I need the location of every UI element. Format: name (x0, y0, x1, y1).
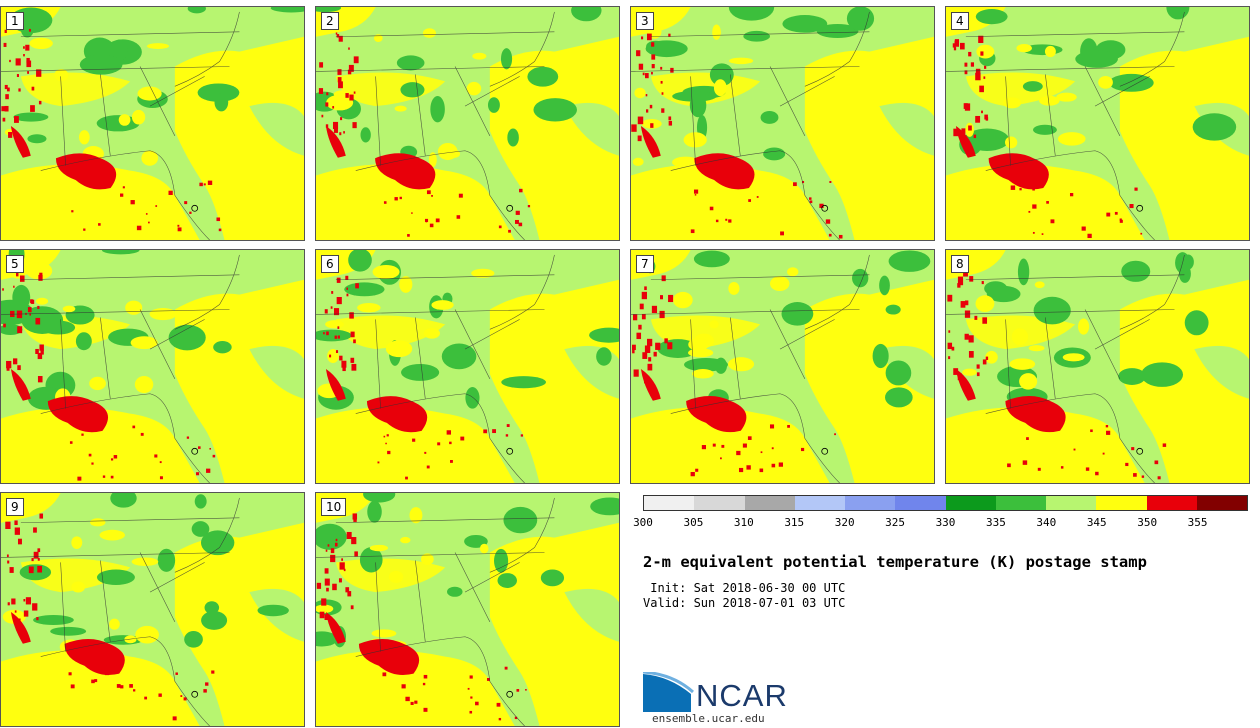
member-number-label: 6 (321, 255, 339, 273)
ensemble-member-map: 6 (315, 249, 620, 484)
logo-url: ensemble.ucar.edu (652, 712, 765, 725)
colorbar-cell (895, 496, 946, 510)
member-number-label: 10 (321, 498, 347, 516)
colorbar-tick-label: 315 (784, 516, 805, 529)
ensemble-member-map: 7 (630, 249, 935, 484)
member-number-label: 4 (951, 12, 969, 30)
ensemble-member-map: 8 (945, 249, 1250, 484)
colorbar-tick-label: 305 (683, 516, 704, 529)
colorbar-cell (1196, 496, 1247, 510)
valid-time: Valid: Sun 2018-07-01 03 UTC (643, 596, 846, 610)
colorbar-cell (644, 496, 695, 510)
colorbar-cell (1096, 496, 1147, 510)
colorbar-cell (1146, 496, 1197, 510)
member-number-label: 1 (6, 12, 24, 30)
colorbar-tick-label: 310 (733, 516, 754, 529)
colorbar-tick-label: 330 (935, 516, 956, 529)
colorbar-tick-label: 340 (1036, 516, 1057, 529)
colorbar-cell (794, 496, 845, 510)
colorbar (643, 495, 1248, 511)
ensemble-member-map: 5 (0, 249, 305, 484)
logo-text: NCAR (696, 678, 788, 713)
member-number-label: 2 (321, 12, 339, 30)
colorbar-cell (744, 496, 795, 510)
ncar-logo-icon (643, 672, 695, 712)
colorbar-tick-label: 320 (834, 516, 855, 529)
init-time: Init: Sat 2018-06-30 00 UTC (643, 581, 846, 595)
colorbar-tick-label: 335 (985, 516, 1006, 529)
colorbar-tick-label: 325 (885, 516, 906, 529)
ensemble-member-map: 4 (945, 6, 1250, 241)
colorbar-cell (845, 496, 896, 510)
colorbar-tick-label: 345 (1086, 516, 1107, 529)
chart-title: 2-m equivalent potential temperature (K)… (643, 553, 1147, 571)
ensemble-member-map: 2 (315, 6, 620, 241)
ensemble-member-map: 10 (315, 492, 620, 727)
ensemble-member-map: 1 (0, 6, 305, 241)
colorbar-tick-label: 300 (633, 516, 653, 529)
member-number-label: 9 (6, 498, 24, 516)
colorbar-cell (1046, 496, 1097, 510)
member-number-label: 5 (6, 255, 24, 273)
colorbar-tick-label: 355 (1187, 516, 1208, 529)
colorbar-cell (694, 496, 745, 510)
colorbar-tick-label: 350 (1137, 516, 1158, 529)
ensemble-member-map: 9 (0, 492, 305, 727)
colorbar-cell (995, 496, 1046, 510)
member-number-label: 8 (951, 255, 969, 273)
ensemble-member-map: 3 (630, 6, 935, 241)
member-number-label: 7 (636, 255, 654, 273)
member-number-label: 3 (636, 12, 654, 30)
colorbar-cell (945, 496, 996, 510)
